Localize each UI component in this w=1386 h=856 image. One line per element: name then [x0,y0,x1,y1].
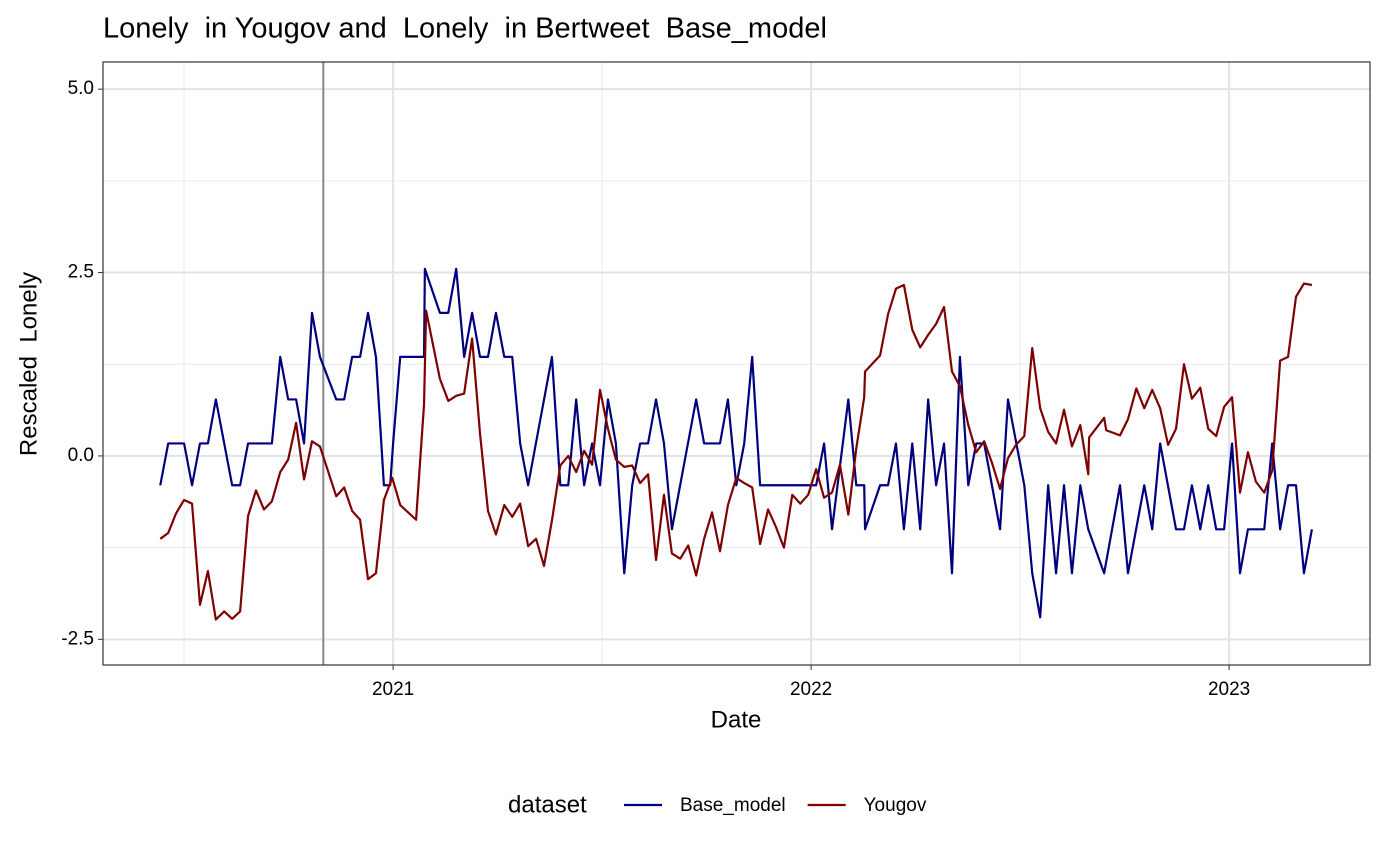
x-tick-label: 2023 [1208,679,1250,700]
y-tick-label: 2.5 [68,262,94,283]
legend-label: Yougov [864,795,927,816]
legend-title: dataset [508,791,587,818]
x-axis-label: Date [711,706,762,733]
y-tick-label: 5.0 [68,78,94,99]
legend-label: Base_model [680,795,786,816]
x-tick-label: 2021 [372,679,414,700]
y-tick-label: -2.5 [61,628,94,649]
x-tick-label: 2022 [790,679,832,700]
chart-title: Lonely in Yougov and Lonely in Bertweet … [103,13,827,45]
y-axis-label: Rescaled Lonely [15,272,42,456]
series-line [159,282,1313,621]
plot-border [102,61,1371,666]
y-tick-label: 0.0 [68,445,94,466]
series-line [159,267,1313,619]
